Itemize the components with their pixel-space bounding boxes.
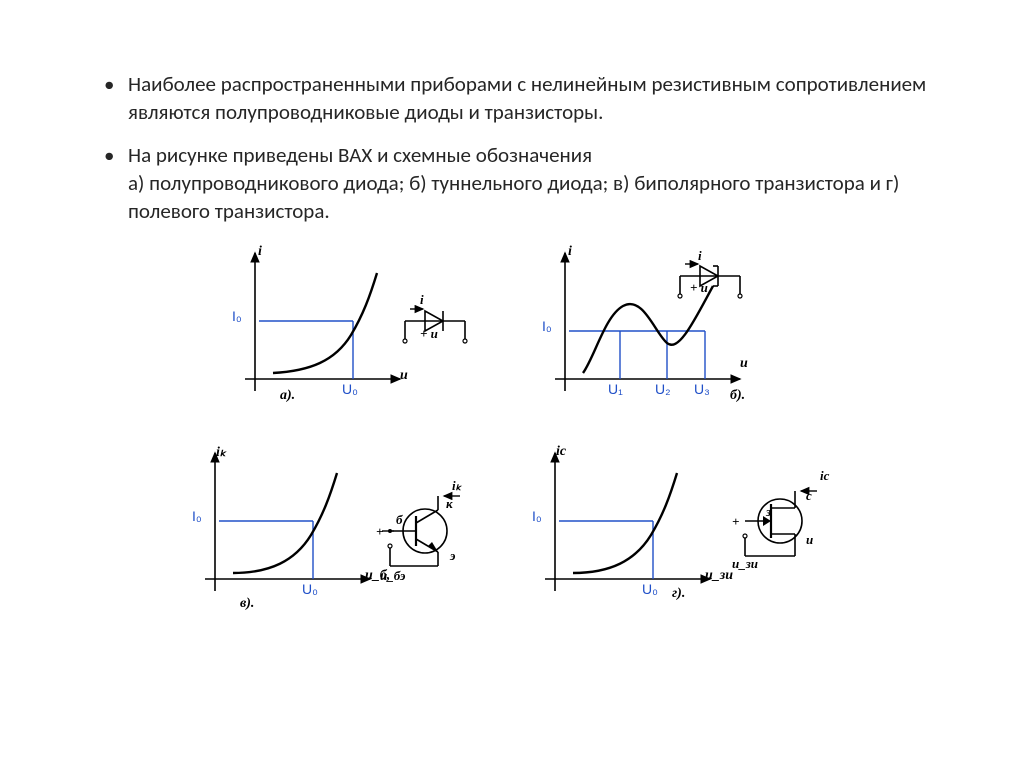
y-axis-b: i — [568, 244, 572, 260]
bullet-1: Наиболее распространенными приборами с н… — [100, 70, 964, 127]
sym-i-a: i — [420, 292, 424, 308]
I0-d: I₀ — [532, 508, 542, 524]
bullet-2: На рисунке приведены ВАХ и схемные обозн… — [100, 141, 964, 226]
sym-uzi-d: u_зи — [732, 556, 758, 572]
panel-b-svg — [530, 246, 830, 406]
curve-a — [273, 273, 377, 373]
panel-c-svg — [180, 446, 500, 616]
sym-c-d: с — [806, 488, 812, 504]
y-axis-d: iс — [556, 444, 566, 460]
slide: Наиболее распространенными приборами с н… — [0, 0, 1024, 768]
curve-d — [573, 473, 677, 573]
panel-b: i u I₀ U₁ U₂ U₃ б). i + u — [530, 246, 830, 426]
caption-a: а). — [280, 388, 295, 404]
caption-c: в). — [240, 596, 254, 612]
sym-3-d: з — [766, 504, 771, 520]
sym-u-a: + u — [420, 326, 438, 342]
sym-plus-c: + — [376, 524, 383, 540]
sym-k-c: к — [446, 496, 453, 512]
I0-b: I₀ — [542, 318, 552, 334]
figure-area: i u I₀ U₀ а). i + u — [80, 246, 920, 646]
I0-a: I₀ — [232, 308, 242, 324]
I0-c: I₀ — [192, 508, 202, 524]
y-axis-c: iₖ — [216, 444, 226, 461]
U0-d: U₀ — [642, 581, 658, 597]
U1-b: U₁ — [608, 381, 623, 397]
x-axis-d: u_зи — [705, 568, 733, 584]
sym-ic-d: iс — [820, 468, 829, 484]
sym-u-b: + u — [690, 280, 708, 296]
sym-b-c: б — [396, 512, 403, 528]
sym-e-c: э — [450, 548, 455, 564]
sym-plus-d: + — [732, 514, 739, 530]
U0-c: U₀ — [302, 581, 318, 597]
panel-d: iс u_зи I₀ U₀ г). iс с з и + u_зи — [520, 446, 850, 636]
y-axis-a: i — [258, 244, 262, 260]
curve-b — [583, 286, 713, 373]
bullet-list: Наиболее распространенными приборами с н… — [100, 70, 964, 226]
sym-u-d: и — [806, 532, 813, 548]
sym-i-b: i — [698, 248, 702, 264]
U2-b: U₂ — [655, 381, 671, 397]
sym-ik-c: iₖ — [452, 478, 461, 494]
panel-a-svg — [220, 246, 500, 406]
panel-c: iₖ u_б, I₀ U₀ в). iₖ к б э + u_бэ — [180, 446, 500, 636]
caption-d: г). — [672, 586, 685, 602]
x-axis-b: u — [740, 356, 748, 372]
x-axis-a: u — [400, 368, 408, 384]
sym-ub-c: u_бэ — [380, 568, 405, 584]
caption-b: б). — [730, 388, 745, 404]
U3-b: U₃ — [694, 381, 710, 397]
U0-a: U₀ — [342, 381, 358, 397]
curve-c — [233, 473, 337, 573]
panel-a: i u I₀ U₀ а). i + u — [220, 246, 500, 426]
